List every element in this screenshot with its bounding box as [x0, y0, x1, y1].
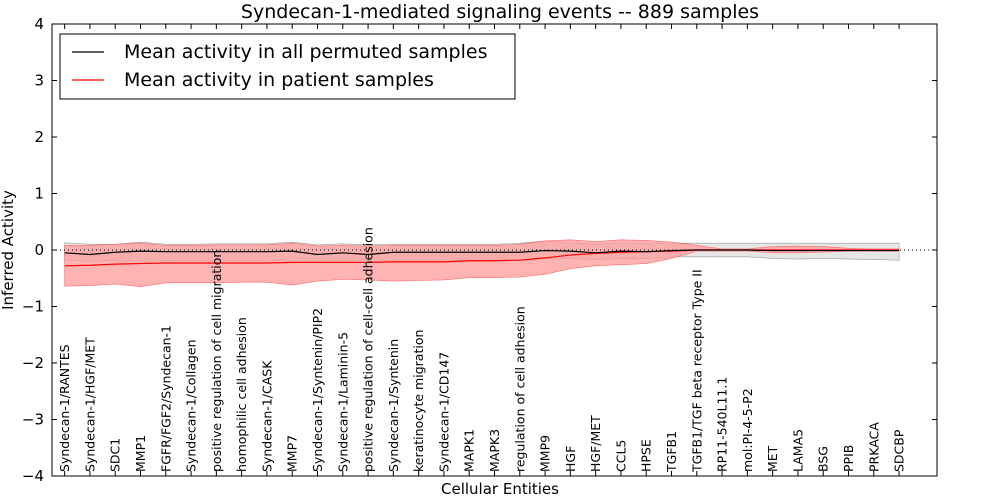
category-label: Syndecan-1/Laminin-5 [335, 332, 350, 472]
category-label: FGFR/FGF2/Syndecan-1 [158, 325, 173, 472]
category-label: BSG [816, 446, 831, 472]
category-label: TGFB1/TGF beta receptor Type II [689, 269, 704, 473]
plot-area: 4 3 2 1 0 −1 −2 −3 −4 Syndecan-1/RANTES Syndecan-1… [22, 15, 938, 485]
category-label: Syndecan-1/Collagen [184, 339, 199, 472]
category-label: MMP9 [538, 435, 553, 472]
y-tick-label: −1 [22, 298, 44, 316]
category-label: SDC1 [108, 438, 123, 472]
y-tick-label: −3 [22, 411, 44, 429]
y-tick-label: 4 [34, 15, 44, 33]
category-label: MAPK1 [462, 429, 477, 472]
legend-label: Mean activity in patient samples [124, 69, 434, 91]
y-tick-label: 3 [34, 72, 44, 90]
category-label: MAPK3 [487, 429, 502, 472]
category-label: Syndecan-1/CASK [259, 360, 274, 472]
category-label: PPIB [841, 445, 856, 472]
category-label: MMP1 [133, 435, 148, 472]
category-label: positive regulation of cell-cell adhesio… [361, 227, 376, 472]
y-tick-label: 0 [34, 241, 44, 259]
category-label: PRKACA [866, 422, 881, 472]
category-label: HGF/MET [588, 415, 603, 472]
chart-title: Syndecan-1-mediated signaling events -- … [241, 1, 759, 23]
x-axis-label: Cellular Entities [441, 480, 559, 498]
legend: Mean activity in all permuted samples Mea… [59, 33, 516, 100]
category-label: SDCBP [892, 429, 907, 472]
y-tick-label: −2 [22, 354, 44, 372]
category-label: mol:PI-4-5-P2 [740, 388, 755, 472]
legend-box [59, 33, 516, 100]
category-label: Syndecan-1/Syntenin/PIP2 [310, 308, 325, 472]
y-axis-label: Inferred Activity [0, 190, 17, 310]
category-label: HPSE [639, 439, 654, 472]
category-label: RP11-540L11.1 [715, 377, 730, 472]
category-label: MET [765, 445, 780, 472]
category-label: HGF [563, 446, 578, 472]
category-label: keratinocyte migration [411, 330, 426, 472]
category-label: CCL5 [613, 440, 628, 472]
category-label: Syndecan-1/RANTES [57, 344, 72, 472]
permuted-mean-line [64, 249, 900, 256]
category-label: Syndecan-1/Syntenin [386, 339, 401, 472]
y-tick-label: −4 [22, 467, 44, 485]
category-label: Syndecan-1/HGF/MET [82, 337, 97, 472]
category-label: regulation of cell adhesion [512, 306, 527, 472]
category-label: TGFB1 [664, 431, 679, 473]
category-label: LAMA5 [790, 429, 805, 472]
category-label: Syndecan-1/CD147 [436, 352, 451, 472]
category-label: MMP7 [285, 435, 300, 472]
y-tick-label: 1 [34, 185, 44, 203]
category-label: homophilic cell adhesion [234, 317, 249, 472]
category-label: positive regulation of cell migration [209, 250, 224, 472]
legend-label: Mean activity in all permuted samples [124, 41, 487, 63]
y-tick-label: 2 [34, 128, 44, 146]
